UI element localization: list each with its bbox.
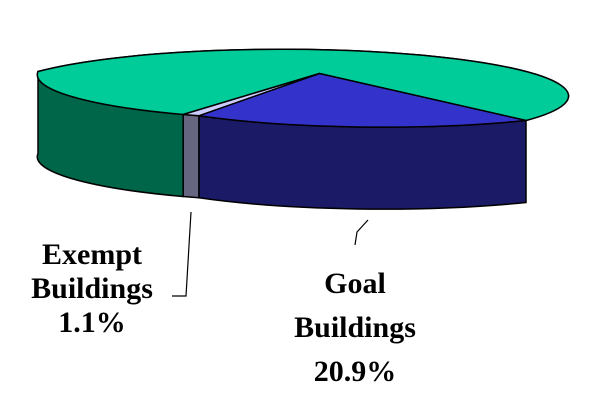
pie-slice-goal-top (198, 72, 527, 128)
slice-label-exempt-percent: 1.1% (58, 306, 126, 339)
pie-slice-other-top (36, 48, 570, 122)
leader-line-exempt (172, 211, 192, 297)
slice-label-exempt-line2: Buildings (31, 272, 153, 305)
slice-label-exempt: Exempt Buildings 1.1% (8, 238, 176, 340)
leader-line-goal (354, 219, 369, 246)
slice-label-goal-percent: 20.9% (313, 355, 397, 388)
pie-slice-goal-side (198, 114, 527, 210)
pie-slice-exempt-side (182, 113, 200, 199)
slice-label-exempt-line1: Exempt (42, 238, 142, 271)
slice-label-goal: Goal Buildings 20.9% (270, 262, 440, 394)
slice-label-goal-line1: Goal (324, 267, 386, 300)
slice-label-goal-line2: Buildings (294, 311, 416, 344)
